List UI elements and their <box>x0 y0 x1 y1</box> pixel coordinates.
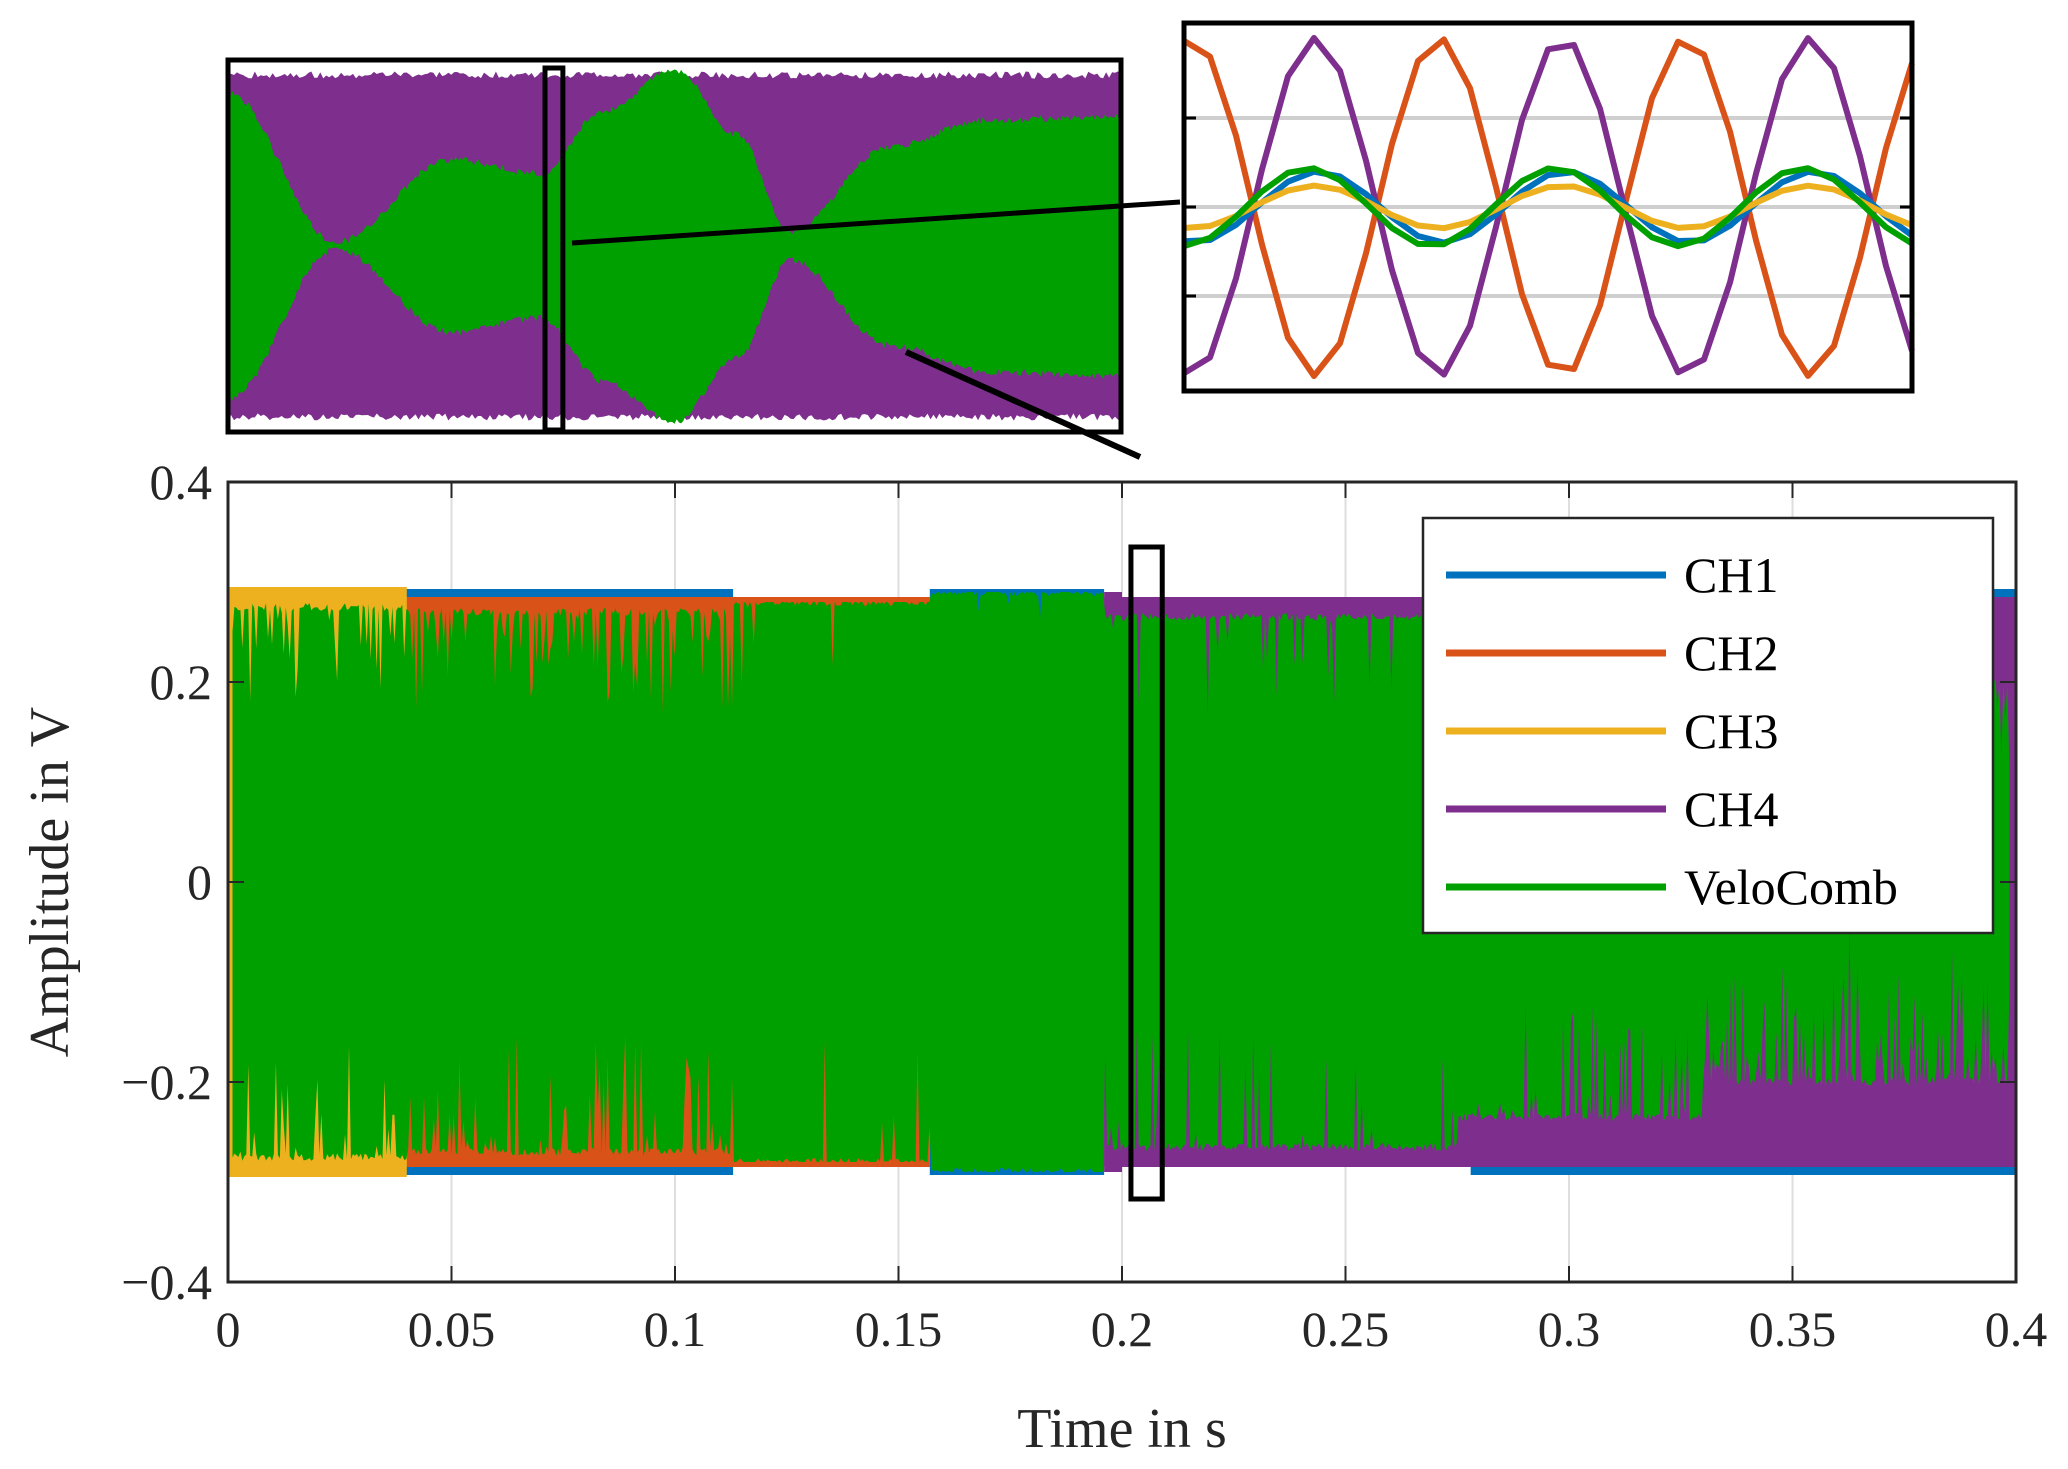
y-axis-label: Amplitude in V <box>19 707 81 1058</box>
x-tick-label: 0.4 <box>1985 1301 2048 1357</box>
overview-band-velocomb <box>228 69 1121 424</box>
legend-label-ch4: CH4 <box>1684 781 1778 837</box>
x-tick-label: 0 <box>216 1301 241 1357</box>
x-tick-label: 0.05 <box>408 1301 496 1357</box>
inset-overview <box>225 57 1124 435</box>
legend-label-ch1: CH1 <box>1684 547 1778 603</box>
y-tick-label: −0.4 <box>121 1254 212 1310</box>
zoom-frame <box>1181 20 1915 394</box>
y-tick-label: −0.2 <box>121 1054 212 1110</box>
x-tick-label: 0.35 <box>1749 1301 1837 1357</box>
zoom-line-ch1 <box>1183 168 1914 246</box>
y-tick-label: 0.4 <box>150 454 213 510</box>
legend-label-ch3: CH3 <box>1684 703 1778 759</box>
main-tick-labels: 0 0.05 0.1 0.15 0.2 0.25 0.3 0.35 0.4 −0.4 −0.2 0 0.… <box>121 454 2047 1357</box>
x-tick-label: 0.3 <box>1538 1301 1601 1357</box>
legend-box <box>1421 516 1995 935</box>
legend-label-ch2: CH2 <box>1684 625 1778 681</box>
x-axis-label: Time in s <box>1017 1398 1227 1460</box>
x-tick-label: 0.25 <box>1302 1301 1390 1357</box>
legend: CH1 CH2 CH3 CH4 VeloComb <box>1421 516 1995 935</box>
x-tick-label: 0.15 <box>855 1301 943 1357</box>
overview-frame <box>225 57 1124 435</box>
zoom-highlight-box <box>1128 544 1165 1202</box>
legend-label-velocomb: VeloComb <box>1684 859 1898 915</box>
zoom-line-ch3 <box>1183 182 1914 232</box>
zoom-grid <box>1184 116 1912 298</box>
overview-series <box>228 69 1121 424</box>
main-ticks <box>227 481 2017 1283</box>
x-tick-label: 0.1 <box>644 1301 707 1357</box>
x-tick-label: 0.2 <box>1091 1301 1154 1357</box>
inset-zoom <box>1181 20 1915 394</box>
zoom-line-velocomb <box>1183 165 1914 250</box>
connector-line-upper <box>571 199 1181 246</box>
y-tick-label: 0 <box>187 854 212 910</box>
zoom-series <box>1182 35 1915 379</box>
connector-line-lower <box>904 349 1142 460</box>
zoom-line-ch4 <box>1182 35 1915 378</box>
overview-highlight-box <box>542 65 566 433</box>
y-tick-label: 0.2 <box>150 654 213 710</box>
zoom-line-ch2 <box>1182 36 1915 379</box>
